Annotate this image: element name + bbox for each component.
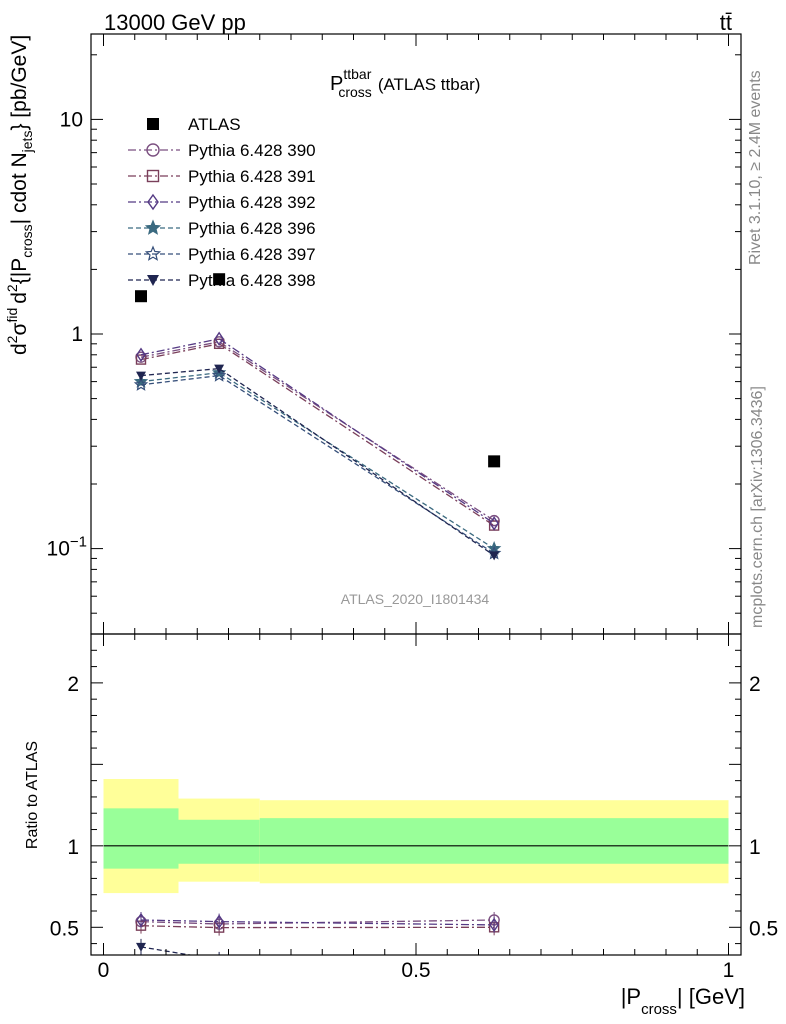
mcplots-label: mcplots.cern.ch [arXiv:1306.3436] xyxy=(749,386,766,628)
ratio-series-line xyxy=(140,919,495,925)
main-y-tick-label: 1 xyxy=(71,323,83,346)
main-y-tick-label: 10 xyxy=(60,108,83,131)
ratio-point xyxy=(136,912,146,928)
ratio-point xyxy=(214,914,224,929)
ratio-y-tick-label: 2 xyxy=(67,673,79,696)
legend-marker xyxy=(146,169,160,183)
data-point xyxy=(489,551,500,561)
legend-entry: Pythia 6.428 398 xyxy=(128,271,316,290)
ratio-series-390 xyxy=(135,911,500,933)
series-line xyxy=(140,374,495,554)
main-y-tick-label: 10−1 xyxy=(47,534,87,561)
legend-label: Pythia 6.428 396 xyxy=(188,219,316,238)
uncertainty-band-inner xyxy=(259,818,729,864)
legend-entry: Pythia 6.428 390 xyxy=(128,141,316,160)
series-line xyxy=(140,338,495,524)
ratio-panel: 0.5 0.5 1 1 2 2 0 0.5 1 xyxy=(50,633,778,982)
ratio-series-group xyxy=(135,911,500,965)
data-point xyxy=(214,364,225,374)
ratio-y-tick-label-right: 1 xyxy=(749,836,761,859)
legend-entry: Pythia 6.428 396 xyxy=(128,219,316,238)
ratio-y-axis-label: Ratio to ATLAS xyxy=(24,741,41,849)
data-point xyxy=(488,455,501,468)
ratio-point xyxy=(489,917,499,933)
legend: ATLAS Pythia 6.428 390 Pythia 6.428 391 Pyt… xyxy=(128,115,316,290)
data-point xyxy=(136,371,146,381)
energy-label: 13000 GeV pp xyxy=(104,10,246,35)
uncertainty-band-inner xyxy=(178,819,260,864)
ratio-series-398 xyxy=(136,938,224,965)
analysis-label: ATLAS_2020_I1801434 xyxy=(341,591,490,607)
series-atlas xyxy=(135,273,501,468)
ratio-y-tick-label: 0.5 xyxy=(50,917,79,940)
legend-marker xyxy=(146,143,160,157)
legend-entry: ATLAS xyxy=(147,115,241,134)
legend-entry: Pythia 6.428 392 xyxy=(128,193,316,212)
ratio-series-line xyxy=(140,946,194,955)
legend-label: Pythia 6.428 390 xyxy=(188,141,316,160)
x-tick-label: 0.5 xyxy=(401,959,430,982)
series-pythia-390 xyxy=(135,336,500,527)
legend-label: ATLAS xyxy=(188,115,241,134)
uncertainty-band-inner xyxy=(103,808,179,869)
series-pythia-398 xyxy=(136,364,500,561)
series-pythia-392 xyxy=(136,331,499,531)
x-tick-label: 1 xyxy=(723,959,735,982)
legend-entry: Pythia 6.428 391 xyxy=(128,167,316,186)
series-line xyxy=(140,341,495,522)
ratio-point xyxy=(214,956,224,965)
ratio-series-line xyxy=(140,925,495,929)
x-tick-label: 0 xyxy=(98,959,110,982)
data-point xyxy=(135,290,147,303)
legend-label: Pythia 6.428 398 xyxy=(188,271,316,290)
series-line xyxy=(140,367,495,556)
legend-entry: Pythia 6.428 397 xyxy=(128,245,316,264)
legend-marker xyxy=(147,118,159,130)
legend-marker xyxy=(147,193,159,211)
ratio-frame xyxy=(90,633,742,956)
data-point xyxy=(213,273,226,286)
series-pythia-397 xyxy=(133,368,502,560)
series-line xyxy=(140,343,495,527)
data-point xyxy=(211,368,227,382)
main-y-axis-label: d2σfidd2{|Pcross| cdot Njets} [pb/GeV] xyxy=(4,35,35,355)
ratio-y-tick-label-right: 2 xyxy=(749,673,761,696)
data-point xyxy=(133,377,149,391)
main-panel: 10−1 1 10 xyxy=(47,33,742,635)
legend-label: Pythia 6.428 397 xyxy=(188,245,316,264)
data-point xyxy=(135,354,147,365)
ratio-series-392 xyxy=(136,911,499,933)
rivet-label: Rivet 3.1.10, ≥ 2.4M events xyxy=(747,70,764,265)
data-point xyxy=(136,347,146,363)
legend-marker xyxy=(144,219,162,235)
data-point xyxy=(214,331,224,347)
legend-label: Pythia 6.428 392 xyxy=(188,193,316,212)
data-point xyxy=(489,516,499,531)
legend-marker xyxy=(144,245,162,261)
legend-marker xyxy=(147,275,159,286)
process-label: tt̄ xyxy=(720,10,732,35)
ratio-series-391 xyxy=(135,917,500,936)
ratio-series-line xyxy=(140,919,495,926)
series-pythia-391 xyxy=(135,338,500,531)
ratio-point xyxy=(136,942,146,952)
ratio-y-tick-label-right: 0.5 xyxy=(749,917,778,940)
x-axis-label: |Pcross| [GeV] xyxy=(621,984,745,1018)
ratio-y-tick-label: 1 xyxy=(67,836,79,859)
series-line xyxy=(140,372,495,550)
legend-label: Pythia 6.428 391 xyxy=(188,167,316,186)
series-pythia-396 xyxy=(133,365,502,555)
main-title: Pttbar cross (ATLAS ttbar) xyxy=(330,66,480,100)
